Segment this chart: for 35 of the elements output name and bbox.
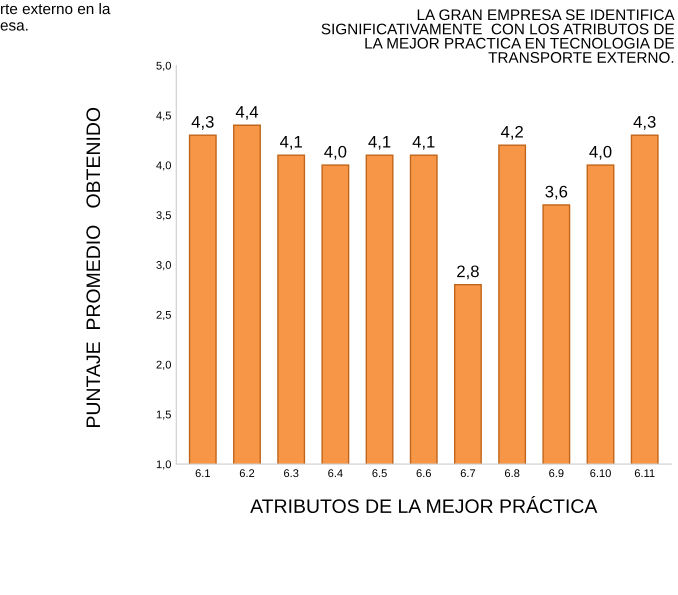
y-tick-label: 1,0 xyxy=(156,460,171,470)
x-tick-label: 6.10 xyxy=(590,469,611,478)
chart-title: LA GRAN EMPRESA SE IDENTIFICA SIGNIFICATIVAMENTE CON LOS ATRIBUTOS DE LA MEJOR PRACTICA EN TECNOLOGIA DE TRANSPORTE EXTERNO. xyxy=(322,9,675,63)
x-tick-label: 6.1 xyxy=(196,469,210,478)
data-label: 2,8 xyxy=(457,265,479,280)
y-tick-label: 5,0 xyxy=(156,62,171,71)
y-tick-label: 4,0 xyxy=(156,161,171,171)
x-axis-title: ATRIBUTOS DE LA MEJOR PRÁCTICA xyxy=(250,496,598,514)
y-tick-label: 3,5 xyxy=(156,211,171,220)
data-label: 4,0 xyxy=(589,146,612,160)
y-tick-label: 1,5 xyxy=(156,410,171,420)
x-tick-label: 6.8 xyxy=(504,469,520,478)
x-tick-label: 6.3 xyxy=(284,469,298,478)
data-label: 4,1 xyxy=(280,136,302,150)
y-tick-label: 2,5 xyxy=(156,310,171,320)
x-tick-label: 6.6 xyxy=(416,469,431,478)
x-tick-label: 6.7 xyxy=(460,469,476,478)
y-axis-title: PUNTAJE PROMEDIO OBTENIDO xyxy=(86,108,100,427)
text: rte externo en la esa. xyxy=(0,2,110,31)
x-tick-label: 6.2 xyxy=(240,469,254,478)
x-tick-label: 6.5 xyxy=(372,469,387,478)
data-label: 4,0 xyxy=(324,146,346,160)
y-tick-label: 4,5 xyxy=(156,112,171,121)
x-tick-label: 6.11 xyxy=(634,469,655,478)
x-tick-label: 6.4 xyxy=(328,469,343,478)
y-tick-label: 3,0 xyxy=(156,261,171,270)
data-label: 4,3 xyxy=(634,116,656,130)
data-label: 4,4 xyxy=(236,106,258,120)
data-label: 4,1 xyxy=(412,136,435,150)
data-label: 4,3 xyxy=(192,116,214,130)
y-tick-label: 2,0 xyxy=(156,360,171,370)
x-tick-label: 6.9 xyxy=(549,469,564,478)
data-label: 4,1 xyxy=(368,136,390,150)
data-label: 4,2 xyxy=(500,126,523,140)
data-label: 3,6 xyxy=(545,186,568,200)
